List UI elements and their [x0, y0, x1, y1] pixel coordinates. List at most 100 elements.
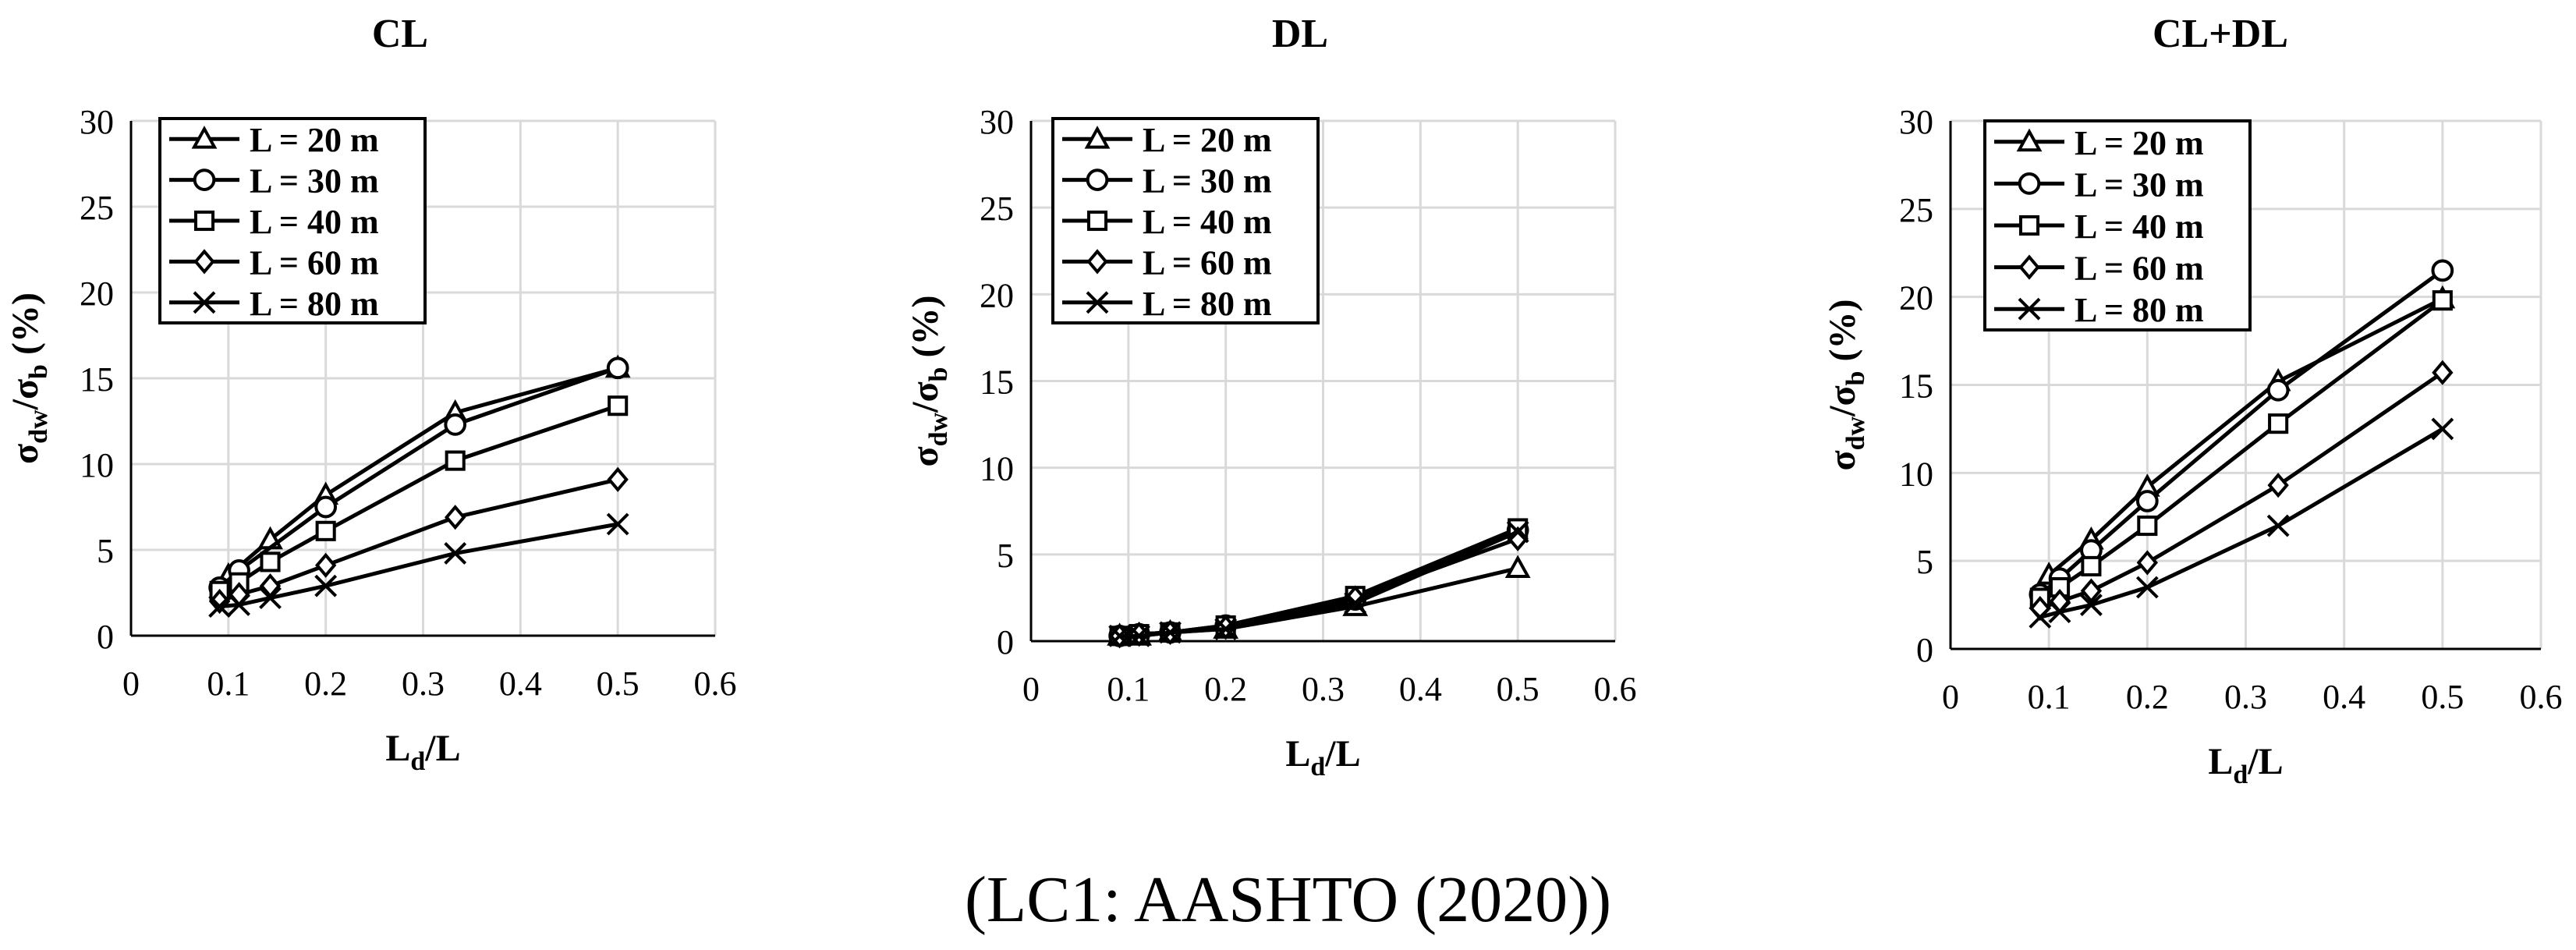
y-tick-label: 0	[1916, 631, 1933, 669]
chart-title: CL	[372, 12, 428, 56]
legend-label: L = 40 m	[2075, 207, 2204, 246]
data-point	[208, 588, 231, 615]
x-tick-label: 0.2	[2126, 678, 2169, 716]
x-tick-label: 0.2	[1204, 670, 1247, 708]
y-tick-label: 5	[997, 537, 1014, 575]
y-tick-label: 25	[980, 190, 1014, 228]
legend-marker	[191, 126, 218, 149]
data-point	[2431, 417, 2454, 441]
x-tick-label: 0.2	[304, 665, 347, 703]
data-point	[314, 495, 338, 519]
data-point	[2267, 473, 2289, 498]
y-tick-label: 20	[980, 276, 1014, 314]
y-tick-label: 0	[997, 623, 1014, 661]
data-point	[608, 395, 629, 417]
y-tick-label: 10	[1899, 455, 1933, 493]
y-tick-label: 30	[80, 103, 114, 141]
x-tick-label: 0.3	[402, 665, 445, 703]
y-tick-label: 15	[980, 363, 1014, 402]
legend-marker	[2018, 254, 2040, 280]
x-tick-label: 0	[122, 665, 140, 703]
legend-marker	[1086, 168, 1109, 191]
x-tick-label: 0.1	[1107, 670, 1150, 708]
x-tick-label: 0.3	[1302, 670, 1345, 708]
legend-label: L = 30 m	[2075, 165, 2204, 204]
y-tick-label: 30	[980, 103, 1014, 141]
legend-marker	[1084, 126, 1111, 149]
legend-marker	[2016, 128, 2043, 152]
data-point	[2268, 413, 2289, 434]
legend-label: L = 30 m	[1143, 162, 1272, 200]
data-point	[2080, 594, 2103, 616]
legend-label: L = 20 m	[2075, 124, 2204, 162]
data-point	[228, 593, 250, 616]
x-tick-label: 0.3	[2224, 678, 2267, 716]
x-axis-label: Ld/L	[1285, 733, 1360, 782]
figure-caption: (LC1: AASHTO (2020))	[964, 863, 1612, 936]
x-tick-label: 0.1	[2028, 678, 2071, 716]
data-point	[445, 505, 466, 530]
data-point	[2048, 601, 2071, 624]
y-tick-label: 5	[1916, 543, 1933, 581]
y-tick-label: 10	[980, 450, 1014, 488]
legend-marker	[2018, 172, 2041, 195]
data-point	[2266, 378, 2290, 402]
data-point	[208, 595, 232, 619]
data-point	[444, 413, 467, 436]
x-axis-label: Ld/L	[385, 728, 460, 776]
legend-marker	[1086, 210, 1108, 232]
data-point	[315, 520, 336, 541]
data-point	[2081, 555, 2102, 576]
y-tick-label: 5	[97, 532, 114, 570]
legend-label: L = 80 m	[1143, 285, 1272, 323]
y-tick-label: 25	[1899, 191, 1933, 229]
data-point	[1506, 520, 1529, 544]
data-point	[606, 512, 629, 536]
x-tick-label: 0.5	[597, 665, 640, 703]
x-tick-label: 0.5	[1497, 670, 1540, 708]
x-tick-label: 0.5	[2421, 678, 2464, 716]
chart-1: 0 5 10 15 20 25 30 0 0.1 0.2 0.3 0.4 0.5 0.6 CL Ld/L σdw…	[5, 12, 737, 776]
legend-label: L = 40 m	[1143, 203, 1272, 241]
data-point	[444, 541, 467, 565]
data-point	[314, 552, 337, 578]
x-tick-label: 0	[1022, 670, 1040, 708]
x-tick-label: 0.1	[207, 665, 250, 703]
data-point	[445, 450, 466, 471]
chart-3: 0 5 10 15 20 25 30 0 0.1 0.2 0.3 0.4 0.5 0.6 CL+DL Ld/L…	[1822, 12, 2563, 789]
y-tick-label: 20	[1899, 279, 1933, 317]
legend-marker	[2018, 297, 2041, 321]
y-axis-label: σdw/σb (%)	[5, 292, 53, 464]
data-point	[2135, 490, 2159, 512]
legend-label: L = 20 m	[250, 121, 379, 159]
y-tick-label: 15	[1899, 367, 1933, 406]
data-point	[1504, 555, 1531, 579]
series-line	[1119, 530, 1519, 638]
data-point	[1214, 618, 1238, 640]
data-point	[259, 587, 282, 610]
legend-label: L = 40 m	[250, 203, 379, 241]
data-point	[2029, 605, 2052, 629]
data-point	[1108, 624, 1132, 647]
y-axis-label: σdw/σb (%)	[905, 296, 953, 467]
chart-title: CL+DL	[2153, 12, 2288, 56]
x-tick-label: 0.4	[1399, 670, 1442, 708]
chart-title: DL	[1272, 12, 1328, 56]
legend-label: L = 20 m	[1143, 121, 1272, 159]
data-point	[1344, 591, 1367, 615]
legend-marker	[193, 291, 216, 314]
y-tick-label: 10	[80, 446, 114, 484]
y-axis-label: σdw/σb (%)	[1822, 300, 1870, 471]
x-tick-label: 0.6	[1594, 670, 1637, 708]
y-tick-label: 0	[97, 618, 114, 656]
legend-marker	[2018, 214, 2040, 236]
legend-marker	[193, 168, 216, 191]
series-line	[2039, 427, 2444, 619]
legend-marker	[1086, 249, 1108, 275]
data-point	[2432, 360, 2454, 385]
data-point	[1159, 621, 1182, 644]
data-point	[2080, 578, 2103, 604]
x-tick-label: 0.6	[694, 665, 737, 703]
series-line	[219, 522, 618, 609]
data-point	[260, 551, 281, 572]
